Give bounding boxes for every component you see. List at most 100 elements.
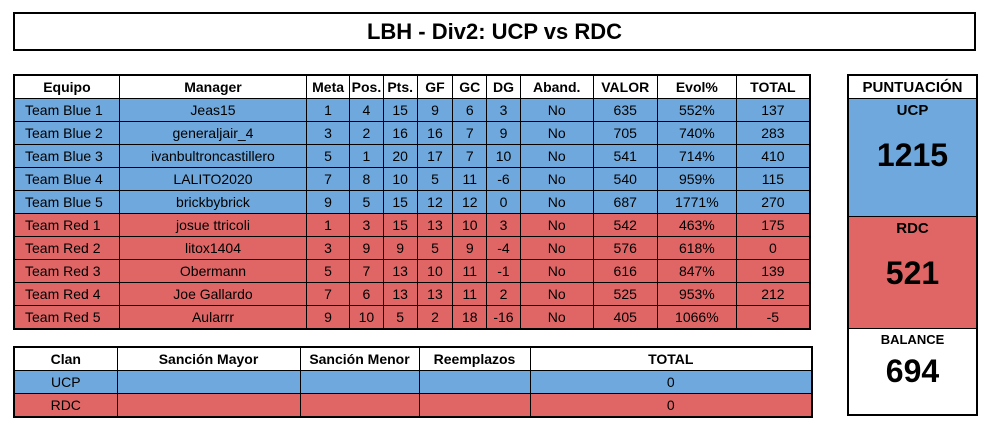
standings-row: Team Red 3 Obermann 5 7 13 10 11 -1 No 616 847% 139 <box>13 259 811 283</box>
pts-value: 16 <box>382 121 418 145</box>
total-value: 283 <box>735 121 811 145</box>
col-valor: VALOR <box>592 74 658 99</box>
dg-value: 0 <box>486 190 521 214</box>
clan-sancion-mayor <box>116 393 301 418</box>
gc-value: 7 <box>452 121 488 145</box>
standings-row: Team Blue 1 Jeas15 1 4 15 9 6 3 No 635 552% 137 <box>13 98 811 122</box>
dg-value: 2 <box>486 282 521 306</box>
gc-value: 10 <box>452 213 488 237</box>
gf-value: 13 <box>416 282 454 306</box>
standings-table: Equipo Manager Meta Pos. Pts. GF GC DG A… <box>13 74 811 330</box>
clan-name: RDC <box>13 393 118 418</box>
balance-label: BALANCE <box>880 332 945 347</box>
clan-sancion-menor <box>299 393 420 418</box>
total-value: 0 <box>735 236 811 260</box>
gc-value: 11 <box>452 259 488 283</box>
team-name: Team Red 3 <box>13 259 120 283</box>
pts-value: 5 <box>382 305 418 330</box>
valor-value: 616 <box>592 259 658 283</box>
team-name: Team Red 5 <box>13 305 120 330</box>
gf-value: 2 <box>416 305 454 330</box>
pos-value: 8 <box>349 167 384 191</box>
pts-value: 13 <box>382 259 418 283</box>
gf-value: 13 <box>416 213 454 237</box>
aband-value: No <box>519 259 594 283</box>
aband-value: No <box>519 305 594 330</box>
valor-value: 540 <box>592 167 658 191</box>
manager-name: generaljair_4 <box>118 121 308 145</box>
aband-value: No <box>519 121 594 145</box>
dg-value: 3 <box>486 98 521 122</box>
clan-name: UCP <box>13 370 118 394</box>
clan-sancion-menor <box>299 370 420 394</box>
clan-row: UCP 0 <box>13 370 813 394</box>
pos-value: 6 <box>349 282 384 306</box>
valor-value: 542 <box>592 213 658 237</box>
team-name: Team Blue 2 <box>13 121 120 145</box>
gf-value: 17 <box>416 144 454 168</box>
dg-value: 3 <box>486 213 521 237</box>
gc-value: 18 <box>452 305 488 330</box>
meta-value: 1 <box>306 98 351 122</box>
clan-total: 0 <box>529 370 813 394</box>
manager-name: Aularrr <box>118 305 308 330</box>
col-reemplazos: Reemplazos <box>418 346 531 371</box>
manager-name: josue ttricoli <box>118 213 308 237</box>
aband-value: No <box>519 167 594 191</box>
col-gf: GF <box>416 74 454 99</box>
manager-name: Obermann <box>118 259 308 283</box>
manager-name: Joe Gallardo <box>118 282 308 306</box>
meta-value: 7 <box>306 282 351 306</box>
aband-value: No <box>519 144 594 168</box>
pos-value: 5 <box>349 190 384 214</box>
pts-value: 9 <box>382 236 418 260</box>
evol-value: 463% <box>656 213 737 237</box>
standings-row: Team Blue 2 generaljair_4 3 2 16 16 7 9 No 705 740… <box>13 121 811 145</box>
meta-value: 5 <box>306 144 351 168</box>
page-title: LBH - Div2: UCP vs RDC <box>13 12 976 51</box>
team2-score: 521 <box>885 255 940 291</box>
gf-value: 9 <box>416 98 454 122</box>
pts-value: 15 <box>382 190 418 214</box>
dg-value: 10 <box>486 144 521 168</box>
pos-value: 2 <box>349 121 384 145</box>
gc-value: 11 <box>452 282 488 306</box>
valor-value: 541 <box>592 144 658 168</box>
total-value: 137 <box>735 98 811 122</box>
pts-value: 15 <box>382 213 418 237</box>
evol-value: 1771% <box>656 190 737 214</box>
meta-value: 9 <box>306 190 351 214</box>
meta-value: 9 <box>306 305 351 330</box>
balance-value: 694 <box>885 353 940 389</box>
aband-value: No <box>519 282 594 306</box>
total-value: 270 <box>735 190 811 214</box>
team1-score-block: UCP 1215 <box>849 99 976 217</box>
evol-value: 959% <box>656 167 737 191</box>
col-gc: GC <box>452 74 488 99</box>
col-clan: Clan <box>13 346 118 371</box>
pos-value: 10 <box>349 305 384 330</box>
standings-row: Team Red 2 litox1404 3 9 9 5 9 -4 No 576 618% 0 <box>13 236 811 260</box>
manager-name: litox1404 <box>118 236 308 260</box>
col-pts: Pts. <box>382 74 418 99</box>
team-name: Team Blue 3 <box>13 144 120 168</box>
standings-row: Team Red 5 Aularrr 9 10 5 2 18 -16 No 405 1066% -5 <box>13 305 811 330</box>
gf-value: 12 <box>416 190 454 214</box>
pts-value: 10 <box>382 167 418 191</box>
evol-value: 953% <box>656 282 737 306</box>
evol-value: 1066% <box>656 305 737 330</box>
standings-row: Team Blue 4 LALITO2020 7 8 10 5 11 -6 No 540 959% 1… <box>13 167 811 191</box>
manager-name: ivanbultroncastillero <box>118 144 308 168</box>
valor-value: 576 <box>592 236 658 260</box>
pos-value: 7 <box>349 259 384 283</box>
valor-value: 405 <box>592 305 658 330</box>
manager-name: Jeas15 <box>118 98 308 122</box>
team-name: Team Red 2 <box>13 236 120 260</box>
aband-value: No <box>519 98 594 122</box>
standings-row: Team Red 4 Joe Gallardo 7 6 13 13 11 2 No 525 953%… <box>13 282 811 306</box>
gc-value: 7 <box>452 144 488 168</box>
dg-value: -6 <box>486 167 521 191</box>
valor-value: 635 <box>592 98 658 122</box>
standings-row: Team Red 1 josue ttricoli 1 3 15 13 10 3 No 542 46… <box>13 213 811 237</box>
evol-value: 714% <box>656 144 737 168</box>
